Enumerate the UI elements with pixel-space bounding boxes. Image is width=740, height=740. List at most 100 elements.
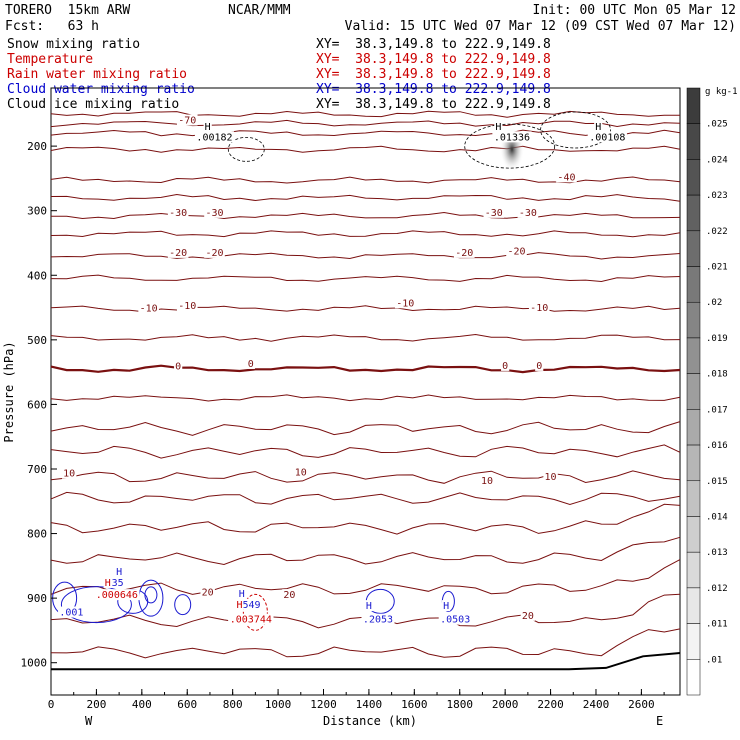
cloud-ice-label-bg	[587, 131, 627, 143]
y-tick-label: 500	[27, 334, 47, 347]
cloud-ice-label-bg	[194, 131, 235, 143]
temperature-label-bg	[528, 301, 550, 313]
temperature-label: -20	[455, 248, 473, 259]
temperature-label: 20	[202, 588, 214, 599]
legend-field-xy: XY= 38.3,149.8 to 222.9,149.8	[316, 67, 551, 82]
cloud-ice-label: .00108	[589, 132, 625, 143]
temperature-label-bg	[543, 470, 558, 482]
cloud-water-label-bg	[364, 600, 374, 612]
colorbar-tick-label: .014	[706, 512, 728, 522]
plot-area: -70 -40 -30 -30 -30 -30 -20 -20 -20 -20 -10 -10 -10 -…	[21, 87, 681, 711]
cloud-ice-contour	[227, 136, 265, 162]
field-legend: Snow mixing ratio XY= 38.3,149.8 to 222.9…	[7, 37, 551, 112]
legend-field-xy: XY= 38.3,149.8 to 222.9,149.8	[316, 97, 551, 112]
colorbar-segment	[686, 587, 701, 624]
cloud-water-label-bg	[438, 613, 472, 625]
temperature-contour-line	[50, 364, 681, 374]
temperature-label: -70	[178, 116, 196, 127]
init-time: Init: 00 UTC Mon 05 Mar 12	[533, 3, 737, 18]
cloud-ice-label: .00182	[196, 132, 232, 143]
cloud-ice-label-bg	[594, 120, 603, 132]
center-title: NCAR/MMM	[228, 3, 291, 18]
rain-water-label: H	[236, 600, 242, 611]
cloud-water-label-bg	[104, 576, 125, 588]
temperature-label: -30	[519, 208, 537, 219]
legend-field-xy: XY= 38.3,149.8 to 222.9,149.8	[316, 82, 551, 97]
y-tick-label: 900	[27, 592, 47, 605]
colorbar-segment	[686, 337, 701, 374]
legend-field-xy: XY= 38.3,149.8 to 222.9,149.8	[316, 37, 551, 52]
x-axis: 0 200 400 600 800 1000 1200 1400 1600 1800 2000 220…	[48, 689, 665, 711]
legend-field-name: Rain water mixing ratio	[7, 67, 187, 82]
y-tick-label: 600	[27, 398, 47, 411]
temperature-contour-line	[50, 176, 681, 184]
temperature-label-bg	[200, 586, 215, 598]
temperature-contours	[50, 110, 681, 659]
temperature-label-bg	[556, 171, 577, 183]
temperature-label-bg	[479, 474, 495, 486]
temperature-contour-line	[50, 333, 681, 342]
x-tick-label: 1800	[446, 698, 473, 711]
y-tick-label: 300	[27, 205, 47, 218]
temperature-label: -30	[485, 208, 503, 219]
colorbar-segment	[686, 551, 701, 589]
temperature-label: -10	[178, 301, 196, 312]
temperature-label: 10	[545, 472, 557, 483]
colorbar-segment	[686, 409, 701, 446]
cloud-ice-label: H	[595, 122, 601, 133]
terrain-line	[51, 652, 681, 671]
temperature-contour-line	[50, 628, 681, 659]
temperature-label-bg	[483, 206, 505, 218]
temperature-label-bg	[394, 297, 416, 309]
colorbar: .025 .024 .023 .022 .021 .02 .019 .018 .017 .016.…	[686, 87, 728, 696]
temperature-label: 0	[175, 362, 181, 373]
colorbar-tick-label: .013	[706, 548, 728, 558]
temperature-label-bg	[167, 206, 189, 218]
temperature-label: -30	[205, 208, 223, 219]
x-tick-label: 1200	[310, 698, 337, 711]
x-tick-label: 0	[48, 698, 55, 711]
temperature-contour-line	[50, 536, 681, 566]
temperature-label: -10	[140, 303, 158, 314]
cloud-water-label: H	[366, 601, 372, 612]
x-tick-label: 1400	[356, 698, 383, 711]
temperature-label-bg	[174, 360, 183, 372]
temperature-label-bg	[453, 246, 475, 258]
legend-field-xy: XY= 38.3,149.8 to 222.9,149.8	[316, 52, 551, 67]
y-tick-label: 700	[27, 463, 47, 476]
cloud-water-contour	[144, 586, 158, 604]
temperature-contour-line	[50, 503, 681, 535]
cloud-ice-label-bg	[203, 120, 212, 132]
rain-water-label: H	[105, 578, 111, 589]
plot-frame	[50, 87, 681, 696]
legend-field-name: Temperature	[7, 52, 93, 67]
temperature-label-bg	[176, 114, 198, 126]
x-tick-label: 2400	[583, 698, 610, 711]
cloud-water-label-bg	[237, 587, 246, 599]
x-tick-label: 600	[177, 698, 197, 711]
colorbar-tick-label: .012	[706, 584, 728, 594]
legend-field-name: Cloud ice mixing ratio	[7, 97, 179, 112]
temperature-label: 20	[522, 611, 534, 622]
model-title: TORERO 15km ARW	[5, 3, 130, 18]
colorbar-tick-label: .01	[706, 655, 722, 665]
rain-water-label-bg	[235, 598, 244, 610]
cloud-ice-label: H	[495, 122, 501, 133]
temperature-contour-line	[50, 230, 681, 238]
colorbar-segment	[686, 516, 701, 553]
temperature-contour-line	[50, 421, 681, 436]
y-axis: 200 300 400 500 600 700 800 900 1000	[21, 140, 57, 670]
cloud-water-label-bg	[115, 565, 124, 577]
contour-labels: -70 -40 -30 -30 -30 -30 -20 -20 -20 -20 -10 -10 -10 -…	[58, 114, 627, 626]
x-tick-label: 2600	[628, 698, 655, 711]
temperature-label: -30	[169, 208, 187, 219]
temperature-label-bg	[293, 466, 308, 478]
colorbar-tick-label: .023	[706, 191, 728, 201]
temperature-contour-line	[50, 211, 681, 220]
x-tick-label: 200	[86, 698, 106, 711]
legend-field-name: Cloud water mixing ratio	[7, 82, 195, 97]
cloud-ice-contours	[227, 111, 611, 169]
colorbar-segment	[686, 87, 701, 124]
temperature-contour-line	[50, 119, 681, 128]
cloud-water-label: H	[116, 567, 122, 578]
